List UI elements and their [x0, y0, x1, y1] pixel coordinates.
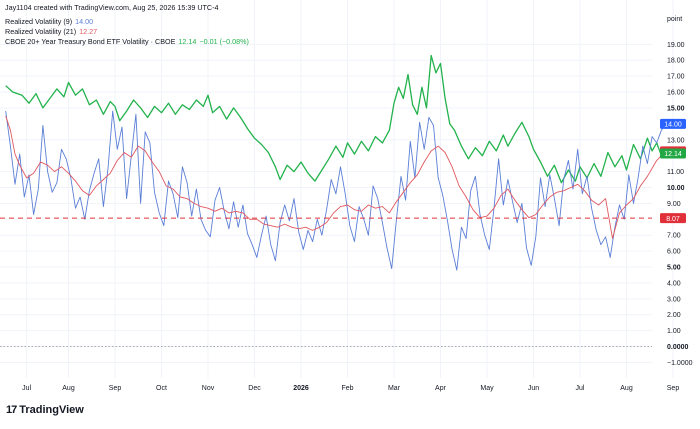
- legend-vol9-value: 14.00: [75, 17, 94, 26]
- y-tick-label: 16.00: [667, 90, 685, 97]
- y-tick-label: 1.00: [667, 328, 681, 335]
- y-tick-label: 4.00: [667, 280, 681, 287]
- y-tick-label: 10.00: [667, 185, 685, 192]
- tradingview-logo[interactable]: 17 TradingView: [6, 404, 84, 416]
- credit-line: Jay1104 created with TradingView.com, Au…: [5, 3, 219, 12]
- x-tick-label: Mar: [388, 385, 401, 392]
- y-tick-label: −1.0000: [667, 360, 693, 367]
- y-tick-label: 7.00: [667, 233, 681, 240]
- series-line-vol9: [5, 110, 667, 271]
- x-tick-label: Dec: [248, 385, 261, 392]
- x-tick-label: 2026: [293, 385, 309, 392]
- series-layer: [0, 54, 667, 347]
- legend-vol21-label: Realized Volatility (21): [5, 27, 77, 36]
- tradingview-mark-icon: 17: [6, 404, 17, 416]
- last-value-badge: [660, 213, 686, 224]
- y-tick-label: 3.00: [667, 296, 681, 303]
- x-tick-label: Nov: [202, 385, 215, 392]
- y-tick-label: 9.00: [667, 201, 681, 208]
- x-tick-label: Aug: [62, 385, 75, 392]
- y-tick-label: 18.00: [667, 58, 685, 65]
- legend-vxtlt-change: −0.01 (−0.08%): [199, 37, 249, 46]
- series-line-vol21: [5, 115, 667, 239]
- x-tick-label: Jun: [528, 385, 539, 392]
- legend-vol21-value: 12.27: [79, 27, 98, 36]
- y-axis-unit: point: [667, 16, 682, 23]
- x-tick-label: Sep: [109, 385, 122, 392]
- last-value-badge-label: 14.00: [664, 121, 682, 128]
- legend-vxtlt-value: 12.14: [178, 37, 197, 46]
- x-tick-label: Aug: [620, 385, 633, 392]
- y-tick-label: 6.00: [667, 249, 681, 256]
- series-line-vxtlt: [5, 54, 667, 184]
- y-tick-label: 2.00: [667, 312, 681, 319]
- y-tick-label: 15.00: [667, 105, 685, 112]
- x-tick-label: Oct: [156, 385, 167, 392]
- grid-layer: [0, 0, 674, 378]
- last-value-badge-label: 8.07: [666, 216, 680, 223]
- x-tick-label: Apr: [435, 385, 447, 392]
- x-tick-label: Jul: [576, 385, 585, 392]
- legend-vol9-label: Realized Volatility (9): [5, 17, 73, 26]
- y-tick-label: 17.00: [667, 74, 685, 81]
- y-tick-label: 5.00: [667, 265, 681, 272]
- x-tick-label: Sep: [667, 385, 680, 392]
- legend-vol21[interactable]: Realized Volatility (21) 12.27: [5, 27, 97, 36]
- legend-vxtlt-label: CBOE 20+ Year Treasury Bond ETF Volatili…: [5, 37, 176, 46]
- last-value-badge: [660, 118, 686, 129]
- legend-vol9[interactable]: Realized Volatility (9) 14.00: [5, 17, 93, 26]
- y-tick-label: 19.00: [667, 42, 685, 49]
- y-tick-label: 13.00: [667, 137, 685, 144]
- x-tick-label: Jul: [22, 385, 31, 392]
- axis-layer: 19.00 18.00 17.00 16.00 15.00 13.00 11.00 10.00…: [22, 16, 692, 392]
- last-value-badge: [660, 148, 686, 159]
- last-value-badge-label: 12.14: [664, 151, 682, 158]
- x-tick-label: May: [480, 385, 494, 392]
- tradingview-wordmark: TradingView: [19, 404, 84, 416]
- y-tick-label: 11.00: [667, 169, 684, 176]
- x-tick-label: Feb: [341, 385, 353, 392]
- legend-vxtlt[interactable]: CBOE 20+ Year Treasury Bond ETF Volatili…: [5, 37, 249, 46]
- y-tick-label: 0.0000: [667, 344, 689, 351]
